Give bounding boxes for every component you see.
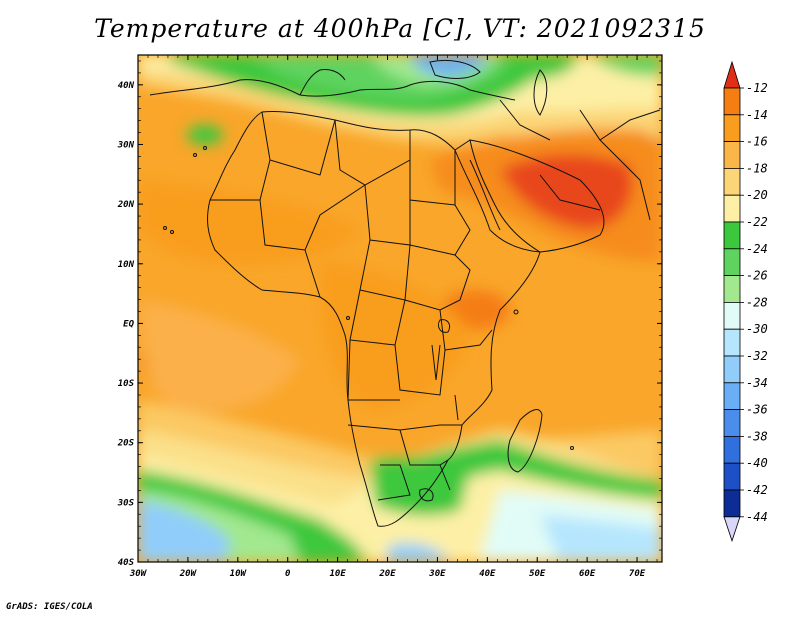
colorbar-segment [723, 248, 741, 277]
colorbar-label: -28 [746, 295, 768, 309]
y-tick-label: 30S [117, 498, 135, 508]
y-tick-label: 40N [118, 81, 135, 91]
y-tick-label: EQ [123, 319, 134, 329]
colorbar-label: -32 [746, 349, 768, 363]
colorbar-label: -24 [746, 242, 768, 256]
colorbar-label: -18 [746, 161, 768, 175]
x-tick-label: 30E [428, 569, 446, 579]
footer-credit: GrADS: IGES/COLA [6, 602, 93, 612]
colorbar-segment [723, 194, 741, 223]
colorbar-top-triangle [723, 60, 741, 89]
map-title: Temperature at 400hPa [C], VT: 202109231… [94, 14, 706, 43]
x-tick-label: 0 [285, 569, 291, 579]
y-tick-label: 10N [118, 260, 135, 270]
x-axis-ticks: 30W 20W 10W 0 10E 20E 30E 40E 50E 60E 70E [129, 55, 658, 579]
colorbar-label: -42 [746, 483, 768, 497]
colorbar-segment [723, 409, 741, 437]
map-frame [137, 54, 663, 563]
y-tick-label: 20S [117, 439, 135, 449]
colorbar-segment [723, 167, 741, 196]
y-tick-label: 40S [118, 558, 135, 568]
colorbar-segment [723, 382, 741, 410]
x-tick-label: 10E [329, 569, 346, 579]
colorbar-label: -44 [746, 510, 768, 524]
colorbar-segment [723, 275, 741, 303]
colorbar-label: -12 [746, 81, 768, 95]
colorbar-segment [723, 141, 741, 169]
coastlines [149, 59, 661, 527]
y-axis-ticks: 40N 30N 20N 10N EQ 10S 20S 30S 40S [117, 60, 662, 568]
x-tick-label: 50E [529, 569, 546, 579]
x-tick-label: 60E [579, 569, 596, 579]
colorbar-segment [723, 355, 741, 384]
colorbar-bottom-triangle [723, 516, 741, 543]
colorbar-label: -14 [746, 108, 768, 122]
colorbar-label: -38 [746, 429, 768, 443]
y-tick-label: 10S [118, 379, 135, 389]
temperature-field [138, 55, 662, 562]
colorbar: -12 -14 -16 -18 -20 -22 -24 -26 -28 -30 -32 -34 -36 -… [723, 60, 768, 543]
colorbar-segment [723, 328, 741, 357]
colorbar-label: -34 [746, 376, 768, 390]
colorbar-segment [723, 435, 741, 464]
colorbar-label: -36 [746, 403, 768, 417]
x-tick-label: 30W [129, 569, 148, 579]
colorbar-segment [723, 462, 741, 491]
x-tick-label: 70E [629, 569, 646, 579]
colorbar-label: -16 [746, 135, 768, 149]
colorbar-label: -26 [746, 269, 768, 283]
x-tick-label: 20W [179, 569, 198, 579]
colorbar-label: -22 [746, 215, 768, 229]
x-tick-label: 10W [230, 569, 248, 579]
y-tick-label: 20N [117, 200, 135, 210]
y-tick-label: 30N [117, 140, 135, 150]
colorbar-segment [723, 114, 741, 143]
colorbar-label: -20 [746, 188, 768, 202]
colorbar-segment [723, 87, 741, 116]
colorbar-segment [723, 221, 741, 250]
colorbar-segment [723, 489, 741, 518]
colorbar-label: -40 [746, 456, 768, 470]
colorbar-label: -30 [746, 322, 768, 336]
colorbar-segment [723, 301, 741, 330]
x-tick-label: 20E [378, 569, 396, 579]
x-tick-label: 40E [479, 569, 496, 579]
